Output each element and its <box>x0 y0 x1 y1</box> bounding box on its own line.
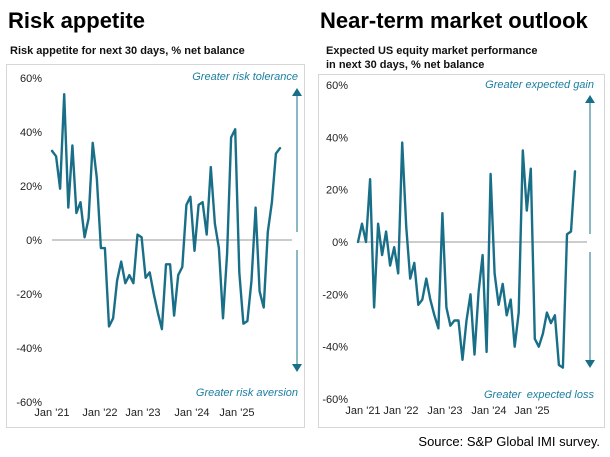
left-ytick-label: 0% <box>26 235 42 247</box>
right-xtick-label: Jan '25 <box>514 405 549 417</box>
right-ytick-label: 60% <box>326 80 348 92</box>
right-ytick-label: 20% <box>326 185 348 197</box>
left-ytick-label: -60% <box>16 397 42 409</box>
right-xtick-label: Jan '22 <box>383 405 418 417</box>
right-annotation-bottom-part-2: expected loss <box>527 389 595 401</box>
source-note: Source: S&P Global IMI survey. <box>418 434 600 449</box>
right-ytick-label: -20% <box>322 289 348 301</box>
left-chart-panel <box>6 64 305 428</box>
left-ytick-label: -20% <box>16 289 42 301</box>
right-up-arrow-head <box>585 95 595 103</box>
left-subtitle-line: Risk appetite for next 30 days, % net ba… <box>10 45 245 57</box>
left-ytick-label: 20% <box>20 181 42 193</box>
right-chart-subtitle: Expected US equity market performance in… <box>326 44 538 72</box>
left-xtick-label: Jan '21 <box>34 407 69 419</box>
left-xtick-label: Jan '25 <box>219 407 254 419</box>
right-chart-title: Near-term market outlook <box>320 8 588 33</box>
right-xtick-label: Jan '23 <box>427 405 462 417</box>
right-annotation-bottom-part-1: Greater <box>484 389 523 401</box>
right-subtitle-line-2: in next 30 days, % net balance <box>326 59 485 71</box>
right-ytick-label: -40% <box>322 342 348 354</box>
left-xtick-label: Jan '23 <box>125 407 160 419</box>
left-ytick-label: 60% <box>20 73 42 85</box>
left-ytick-label: 40% <box>20 127 42 139</box>
left-up-arrow-head <box>292 88 302 96</box>
left-annotation-top: Greater risk tolerance <box>192 71 298 83</box>
left-chart-subtitle: Risk appetite for next 30 days, % net ba… <box>10 44 245 58</box>
left-series-line <box>50 92 282 331</box>
left-chart-title: Risk appetite <box>8 8 145 33</box>
left-down-arrow-head <box>292 364 302 372</box>
right-ytick-label: 40% <box>326 132 348 144</box>
right-xtick-label: Jan '21 <box>345 405 380 417</box>
left-ytick-label: -40% <box>16 343 42 355</box>
right-chart-panel <box>318 74 605 428</box>
left-xtick-label: Jan '22 <box>82 407 117 419</box>
left-annotation-bottom: Greater risk aversion <box>196 387 298 399</box>
right-ytick-label: 0% <box>332 237 348 249</box>
right-ytick-label: -60% <box>322 394 348 406</box>
right-xtick-label: Jan '24 <box>471 405 506 417</box>
right-series-line <box>356 141 577 369</box>
right-annotation-top: Greater expected gain <box>485 79 594 91</box>
right-down-arrow-head <box>585 360 595 368</box>
left-xtick-label: Jan '24 <box>174 407 209 419</box>
right-subtitle-line-1: Expected US equity market performance <box>326 45 538 57</box>
